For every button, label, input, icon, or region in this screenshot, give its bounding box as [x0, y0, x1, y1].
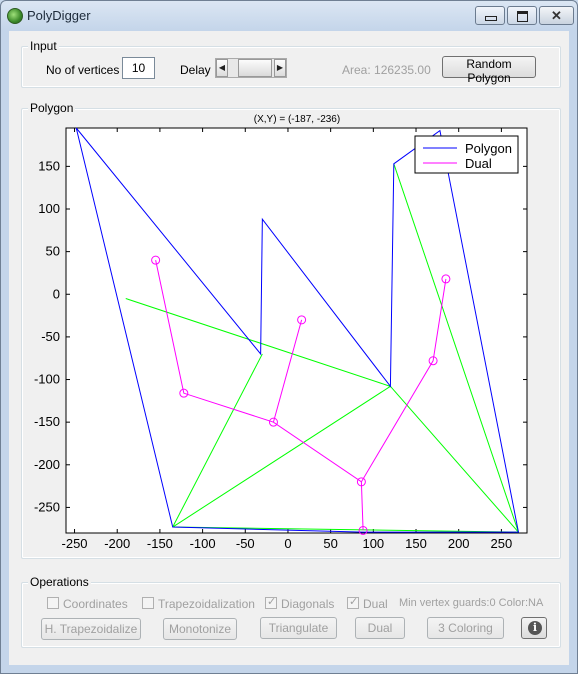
diagonals-check-icon: ✓: [267, 596, 277, 608]
maximize-button[interactable]: [507, 6, 537, 25]
polygon-legend: Polygon: [28, 101, 76, 115]
trapezoidalization-checkbox[interactable]: [142, 597, 154, 609]
app-icon: [7, 8, 23, 24]
3-coloring-button[interactable]: 3 Coloring: [427, 617, 504, 639]
delay-label: Delay: [180, 63, 211, 77]
diagonals-checkbox[interactable]: ✓: [265, 596, 277, 609]
client-area: Input No of vertices Delay ◀ ▶ Area: 126…: [9, 31, 569, 665]
title-bar[interactable]: PolyDigger ✕: [1, 1, 577, 31]
dual-branch-line: [272, 319, 303, 423]
info-icon: i: [528, 621, 542, 635]
area-readout: Area: 126235.00: [342, 63, 431, 77]
y-tick-label: 100: [38, 201, 60, 216]
x-tick-label: 50: [323, 536, 337, 551]
x-tick-label: -150: [147, 536, 173, 551]
x-tick-label: -250: [62, 536, 88, 551]
y-tick-label: -100: [34, 372, 60, 387]
x-tick-label: 100: [362, 536, 384, 551]
dual-node-marker: [428, 356, 438, 366]
y-tick-label: -50: [41, 329, 60, 344]
info-button[interactable]: i: [521, 617, 547, 639]
y-tick-label: 150: [38, 158, 60, 173]
dual-series-line: [155, 260, 447, 483]
slider-left-arrow-icon[interactable]: ◀: [216, 59, 228, 77]
operations-group: Operations Coordinates Trapezoidalizatio…: [21, 575, 561, 648]
guards-readout: Min vertex guards:0 Color:NA: [399, 597, 544, 609]
dual-branch-line: [360, 481, 364, 531]
polygon-plot[interactable]: (X,Y) = (-187, -236) -250 -200 -150 -100 -50…: [22, 109, 558, 556]
diagonal-line: [172, 353, 263, 528]
dual-node-marker: [268, 417, 278, 427]
input-group: Input No of vertices Delay ◀ ▶ Area: 126…: [21, 39, 561, 88]
coordinate-readout: (X,Y) = (-187, -236): [254, 114, 340, 125]
dual-check-icon: ✓: [349, 596, 359, 608]
triangulate-button[interactable]: Triangulate: [260, 617, 337, 639]
diagonal-line: [172, 526, 519, 533]
dual-node-marker: [358, 525, 368, 535]
dual-node-marker: [356, 477, 366, 487]
vertices-input[interactable]: [122, 57, 155, 79]
x-tick-label: 150: [405, 536, 427, 551]
plot-axes-box: [65, 127, 528, 534]
x-tick-label: -100: [190, 536, 216, 551]
close-button[interactable]: ✕: [539, 6, 574, 25]
random-polygon-button[interactable]: Random Polygon: [442, 56, 536, 85]
diagonal-line: [390, 386, 519, 533]
legend-entry: Dual: [465, 156, 492, 171]
close-icon: ✕: [551, 8, 562, 23]
dual-label: Dual: [363, 597, 388, 611]
diagonal-line: [125, 298, 391, 387]
trapezoidalization-label: Trapezoidalization: [158, 597, 255, 611]
polygon-group: Polygon (X,Y) = (-187, -236) -250 -200 -15…: [21, 101, 561, 559]
delay-slider[interactable]: ◀ ▶: [215, 58, 287, 78]
y-tick-label: 50: [46, 244, 60, 259]
slider-thumb[interactable]: [238, 59, 272, 77]
chart-legend-box: [414, 135, 519, 174]
window-title: PolyDigger: [27, 8, 91, 23]
x-tick-label: -200: [104, 536, 130, 551]
diagonal-line: [393, 163, 519, 533]
x-tick-label: 250: [491, 536, 513, 551]
minimize-icon: [485, 16, 497, 21]
h-trapezoidalize-button[interactable]: H. Trapezoidalize: [41, 618, 141, 640]
y-tick-label: 0: [53, 286, 60, 301]
diagonals-label: Diagonals: [281, 597, 335, 611]
minimize-button[interactable]: [475, 6, 505, 25]
dual-checkbox[interactable]: ✓: [347, 596, 359, 609]
vertices-label: No of vertices: [46, 63, 120, 77]
dual-button[interactable]: Dual: [355, 617, 405, 639]
y-tick-label: -150: [34, 414, 60, 429]
legend-entry: Polygon: [465, 141, 512, 156]
x-tick-label: 0: [284, 536, 291, 551]
slider-right-arrow-icon[interactable]: ▶: [274, 59, 286, 77]
x-tick-label: -50: [236, 536, 255, 551]
dual-node-marker: [297, 315, 307, 325]
coordinates-checkbox[interactable]: [47, 597, 59, 609]
maximize-icon: [517, 11, 528, 22]
dual-node-marker: [179, 388, 189, 398]
input-legend: Input: [28, 39, 59, 53]
dual-node-marker: [441, 274, 451, 284]
y-tick-label: -200: [34, 457, 60, 472]
diagonal-line: [172, 385, 391, 528]
monotonize-button[interactable]: Monotonize: [163, 618, 237, 640]
x-tick-label: 200: [448, 536, 470, 551]
operations-legend: Operations: [28, 575, 91, 589]
dual-node-marker: [151, 255, 161, 265]
coordinates-label: Coordinates: [63, 597, 128, 611]
y-tick-label: -250: [34, 499, 60, 514]
